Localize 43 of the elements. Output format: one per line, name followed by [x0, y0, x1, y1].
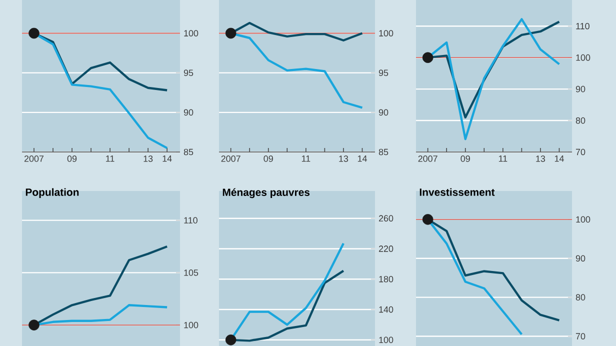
x-tick-label: 09: [264, 155, 273, 162]
x-tick-label: 2007: [24, 155, 44, 162]
y-tick-label: 95: [184, 69, 194, 76]
x-tick-label: 14: [554, 155, 564, 162]
x-tick-label: 11: [498, 155, 508, 162]
y-tick-label: 100: [576, 216, 590, 222]
y-tick-label: 90: [378, 109, 388, 116]
y-tick-label: 110: [184, 216, 198, 224]
y-tick-label: 85: [378, 148, 388, 155]
x-tick-label: 13: [339, 155, 348, 162]
y-tick-label: 80: [576, 117, 586, 124]
chart-title: Population: [26, 188, 79, 198]
y-tick-label: 140: [379, 306, 394, 312]
x-tick-label: 09: [67, 155, 77, 162]
y-tick-label: 100: [379, 30, 394, 36]
x-tick-label: 14: [358, 155, 367, 162]
y-tick-label: 180: [379, 276, 394, 282]
y-tick-label: 70: [576, 332, 586, 340]
x-tick-label: 2007: [418, 155, 438, 162]
x-tick-label: 09: [460, 155, 470, 162]
y-tick-label: 90: [576, 86, 586, 92]
y-tick-label: 70: [576, 148, 586, 155]
y-tick-label: 100: [184, 322, 198, 328]
chart-title: Ménages pauvres: [222, 188, 310, 198]
y-tick-label: 105: [184, 269, 198, 276]
y-tick-label: 100: [576, 54, 590, 61]
x-tick-label: 13: [144, 155, 153, 162]
x-tick-label: 13: [536, 155, 546, 162]
y-tick-label: 100: [379, 336, 394, 343]
x-tick-label: 14: [162, 155, 172, 162]
y-tick-label: 110: [576, 22, 590, 30]
y-tick-label: 90: [184, 109, 194, 116]
y-tick-label: 220: [378, 245, 394, 252]
x-tick-label: 2007: [221, 155, 240, 162]
x-tick-label: 11: [302, 155, 310, 162]
y-tick-label: 85: [184, 148, 194, 155]
y-tick-label: 95: [378, 69, 388, 76]
y-tick-label: 80: [576, 294, 586, 300]
chart-title: Investissement: [420, 188, 495, 196]
y-tick-label: 260: [378, 214, 394, 222]
y-tick-label: 100: [184, 30, 198, 36]
x-tick-label: 11: [106, 155, 114, 162]
y-tick-label: 90: [576, 254, 586, 262]
